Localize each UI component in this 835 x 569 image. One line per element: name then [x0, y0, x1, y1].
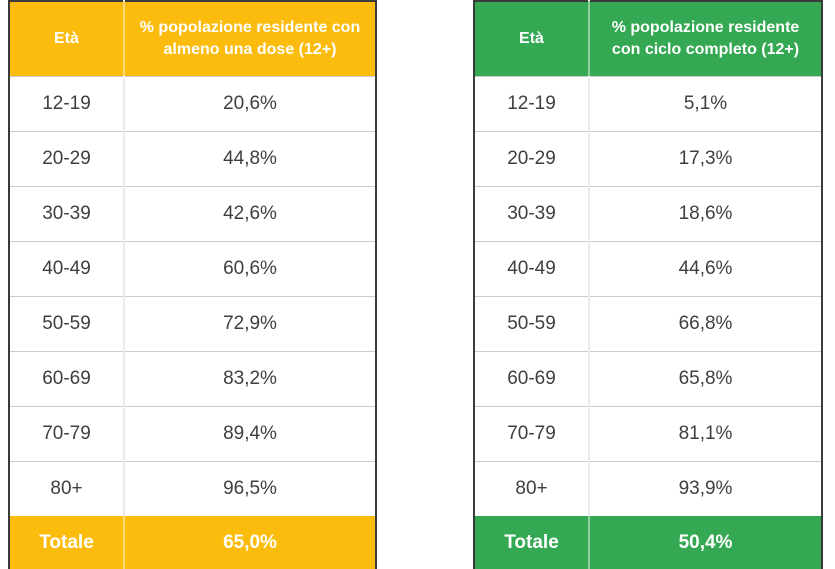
value-cell: 44,6% — [588, 240, 822, 296]
table-row: 80+ 93,9% — [474, 460, 822, 516]
table-row: 20-29 17,3% — [474, 130, 822, 186]
value-cell: 18,6% — [588, 185, 822, 241]
age-cell: 70-79 — [9, 405, 124, 461]
full-cycle-total-row: Totale 50,4% — [474, 516, 822, 569]
full-cycle-table: Età % popolazione residente con ciclo co… — [473, 0, 823, 569]
value-cell: 17,3% — [588, 130, 822, 186]
age-cell: 30-39 — [9, 185, 124, 241]
value-cell: 89,4% — [123, 405, 376, 461]
table-row: 70-79 81,1% — [474, 405, 822, 461]
value-cell: 44,8% — [123, 130, 376, 186]
full-cycle-header-value: % popolazione residente con ciclo comple… — [588, 1, 822, 76]
first-dose-header-value: % popolazione residente con almeno una d… — [123, 1, 376, 76]
table-row: 12-19 20,6% — [9, 75, 376, 131]
full-cycle-header-age: Età — [474, 1, 589, 76]
table-row: 50-59 66,8% — [474, 295, 822, 351]
first-dose-total-row: Totale 65,0% — [9, 516, 376, 569]
age-cell: 80+ — [474, 460, 589, 516]
table-row: 12-19 5,1% — [474, 75, 822, 131]
value-cell: 93,9% — [588, 460, 822, 516]
total-label: Totale — [9, 516, 124, 569]
total-value: 50,4% — [588, 516, 822, 569]
age-cell: 30-39 — [474, 185, 589, 241]
age-cell: 50-59 — [474, 295, 589, 351]
table-row: 50-59 72,9% — [9, 295, 376, 351]
table-row: 60-69 83,2% — [9, 350, 376, 406]
table-row: 30-39 18,6% — [474, 185, 822, 241]
table-row: 30-39 42,6% — [9, 185, 376, 241]
first-dose-header-row: Età % popolazione residente con almeno u… — [9, 1, 376, 76]
age-cell: 40-49 — [474, 240, 589, 296]
age-cell: 12-19 — [9, 75, 124, 131]
total-value: 65,0% — [123, 516, 376, 569]
value-cell: 42,6% — [123, 185, 376, 241]
age-cell: 20-29 — [9, 130, 124, 186]
value-cell: 66,8% — [588, 295, 822, 351]
table-row: 70-79 89,4% — [9, 405, 376, 461]
value-cell: 20,6% — [123, 75, 376, 131]
total-label: Totale — [474, 516, 589, 569]
table-row: 80+ 96,5% — [9, 460, 376, 516]
value-cell: 96,5% — [123, 460, 376, 516]
first-dose-header-age: Età — [9, 1, 124, 76]
table-row: 40-49 60,6% — [9, 240, 376, 296]
age-cell: 50-59 — [9, 295, 124, 351]
value-cell: 81,1% — [588, 405, 822, 461]
table-row: 60-69 65,8% — [474, 350, 822, 406]
age-cell: 12-19 — [474, 75, 589, 131]
age-cell: 80+ — [9, 460, 124, 516]
full-cycle-header-row: Età % popolazione residente con ciclo co… — [474, 1, 822, 76]
first-dose-table: Età % popolazione residente con almeno u… — [8, 0, 377, 569]
age-cell: 60-69 — [474, 350, 589, 406]
value-cell: 72,9% — [123, 295, 376, 351]
table-row: 20-29 44,8% — [9, 130, 376, 186]
table-row: 40-49 44,6% — [474, 240, 822, 296]
age-cell: 40-49 — [9, 240, 124, 296]
age-cell: 20-29 — [474, 130, 589, 186]
value-cell: 60,6% — [123, 240, 376, 296]
age-cell: 70-79 — [474, 405, 589, 461]
age-cell: 60-69 — [9, 350, 124, 406]
value-cell: 83,2% — [123, 350, 376, 406]
value-cell: 65,8% — [588, 350, 822, 406]
value-cell: 5,1% — [588, 75, 822, 131]
